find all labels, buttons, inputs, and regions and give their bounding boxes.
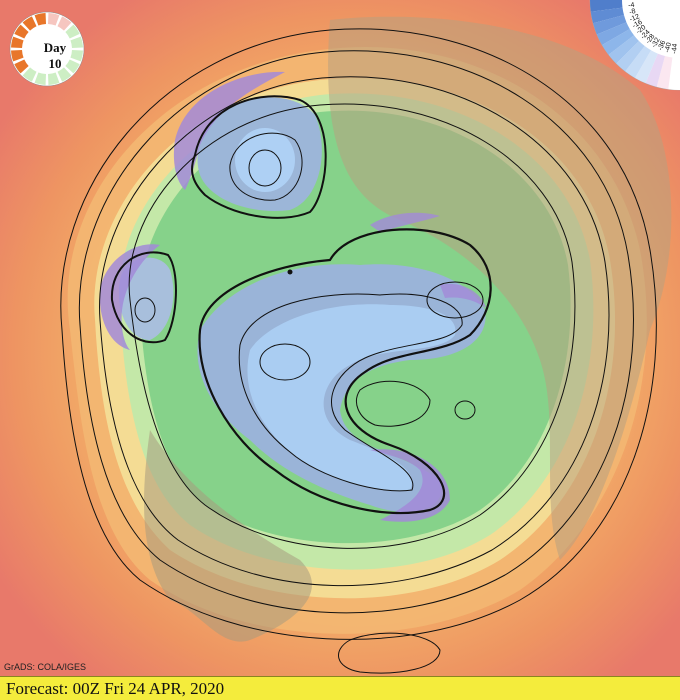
eurasia-landmass bbox=[328, 16, 672, 561]
contour-siberia-core bbox=[426, 281, 484, 319]
purple-band-ural bbox=[370, 212, 440, 232]
contour-greenland-inner bbox=[229, 132, 303, 201]
legend-wheel-graphic: -4-8-12-16-20-24-28-32-36-40-44 bbox=[589, 0, 680, 91]
legend-band bbox=[590, 0, 623, 12]
contour-asia-loop bbox=[356, 380, 431, 427]
contour-atlantic-loop bbox=[110, 251, 177, 344]
badge-segment bbox=[47, 72, 60, 85]
north-america-landmass bbox=[144, 430, 312, 642]
purple-band-siberia bbox=[440, 283, 486, 308]
legend-tick-label: -4 bbox=[628, 2, 635, 10]
contour-arctic-inner bbox=[238, 293, 463, 492]
legend-band bbox=[596, 22, 630, 45]
contour-mid-1 bbox=[128, 103, 576, 549]
contour-arctic-core bbox=[259, 343, 311, 381]
legend-band bbox=[593, 15, 627, 35]
cold-core-arctic bbox=[247, 304, 456, 491]
badge-segment bbox=[22, 16, 37, 31]
contour-outer-3 bbox=[99, 76, 610, 587]
badge-segment bbox=[65, 59, 80, 74]
legend-band bbox=[602, 29, 634, 55]
legend-band bbox=[635, 50, 658, 84]
legend-tick-label: -44 bbox=[671, 43, 679, 54]
badge-segment bbox=[11, 49, 24, 62]
contour-outer-1 bbox=[60, 28, 657, 640]
badge-segment bbox=[70, 49, 83, 62]
forecast-timestamp: Forecast: 00Z Fri 24 APR, 2020 bbox=[6, 679, 225, 698]
legend-tick-label: -28 bbox=[645, 33, 657, 45]
legend-tick-label: -32 bbox=[651, 37, 662, 49]
legend-band bbox=[590, 7, 624, 24]
legend-band bbox=[656, 56, 673, 90]
legend-band bbox=[608, 35, 639, 64]
legend-tick-label: -20 bbox=[635, 24, 647, 36]
day-word: Day bbox=[43, 40, 67, 55]
badge-segment bbox=[57, 67, 72, 82]
contour-asia-small bbox=[454, 400, 476, 420]
day-progress-ring bbox=[9, 11, 85, 87]
badge-segment bbox=[14, 59, 29, 74]
badge-segment bbox=[14, 24, 29, 39]
polar-temperature-map bbox=[0, 0, 680, 676]
badge-segment bbox=[34, 13, 47, 26]
credit-text: GrADS: COLA/IGES bbox=[4, 662, 87, 672]
purple-band-atlantic bbox=[99, 244, 160, 350]
contour-coastline-arc bbox=[338, 632, 441, 674]
footer-bar: Forecast: 00Z Fri 24 APR, 2020 bbox=[0, 676, 680, 700]
badge-segment bbox=[57, 16, 72, 31]
legend-tick-label: -8 bbox=[629, 8, 637, 16]
contour-greenland-core bbox=[248, 149, 282, 187]
legend-band bbox=[625, 46, 651, 78]
cold-core-greenland bbox=[235, 128, 295, 192]
badge-segment bbox=[47, 13, 60, 26]
legend-tick-label: -36 bbox=[657, 40, 667, 52]
badge-segment bbox=[11, 36, 24, 49]
contour-atlantic-core bbox=[134, 297, 156, 323]
contour-outer-2 bbox=[78, 50, 634, 614]
north-pole-marker bbox=[287, 269, 293, 275]
legend-band bbox=[616, 41, 645, 72]
badge-segment bbox=[22, 67, 37, 82]
temperature-legend-wheel: -4 -8 -12 -16 -20 -24 -28 -32 -36 -40 -44 bbox=[588, 0, 680, 92]
badge-segment bbox=[65, 24, 80, 39]
contour-greenland-outer bbox=[191, 95, 327, 219]
day-label: Day 10 bbox=[34, 40, 76, 72]
legend-tick-label: -16 bbox=[631, 19, 643, 30]
contour-arctic-main bbox=[198, 228, 492, 515]
badge-segment bbox=[70, 36, 83, 49]
day-number: 10 bbox=[48, 56, 62, 71]
legend-tick-label: -12 bbox=[629, 13, 641, 23]
purple-band-greenland bbox=[173, 71, 285, 190]
badge-segment bbox=[34, 72, 47, 85]
legend-band bbox=[645, 53, 665, 87]
contour-lines bbox=[60, 28, 657, 674]
day-badge: Day 10 bbox=[8, 10, 86, 88]
legend-tick-label: -40 bbox=[664, 42, 673, 54]
legend-band bbox=[668, 57, 680, 90]
